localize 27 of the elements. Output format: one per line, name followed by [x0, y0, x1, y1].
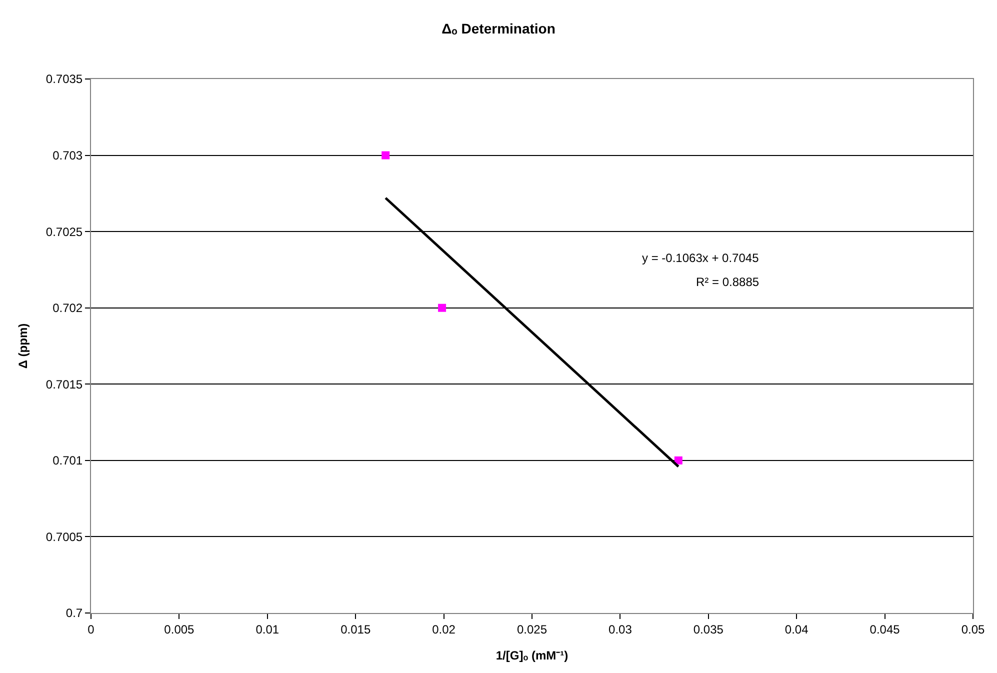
- x-tick-label: 0.03: [608, 622, 632, 636]
- annotation: y = -0.1063x + 0.7045: [642, 251, 760, 265]
- y-tick-label: 0.702: [52, 301, 83, 316]
- point: [438, 304, 446, 312]
- y-tick-label: 0.7005: [46, 530, 83, 544]
- x-tick-label: 0.025: [516, 622, 548, 636]
- x-tick-label: 0.005: [164, 622, 195, 636]
- y-tick-label: 0.7035: [46, 72, 83, 86]
- y-axis-title: Δ (ppm): [16, 323, 30, 369]
- y-tick-label: 0.703: [52, 148, 83, 162]
- x-tick-label: 0.045: [870, 622, 900, 636]
- x-tick-label: 0.02: [432, 622, 456, 636]
- y-tick-label: 0.7015: [46, 377, 83, 392]
- x-axis-title: 1/[G]ₒ (mM⁻¹): [496, 648, 568, 662]
- annotation: R² = 0.8885: [696, 275, 760, 289]
- point: [674, 456, 682, 464]
- x-tick-label: 0.035: [693, 622, 724, 636]
- y-tick-label: 0.7025: [46, 224, 83, 239]
- y-tick-label: 0.7: [66, 606, 83, 620]
- x-tick-label: 0.015: [340, 622, 371, 636]
- x-tick-label: 0.05: [961, 622, 985, 636]
- point: [382, 151, 390, 160]
- x-tick-label: 0.04: [784, 622, 809, 636]
- x-tick-label: 0.01: [256, 622, 280, 636]
- x-tick-label: 0: [88, 622, 95, 636]
- chart-title: Δₒ Determination: [442, 20, 556, 36]
- y-tick-label: 0.701: [52, 454, 83, 468]
